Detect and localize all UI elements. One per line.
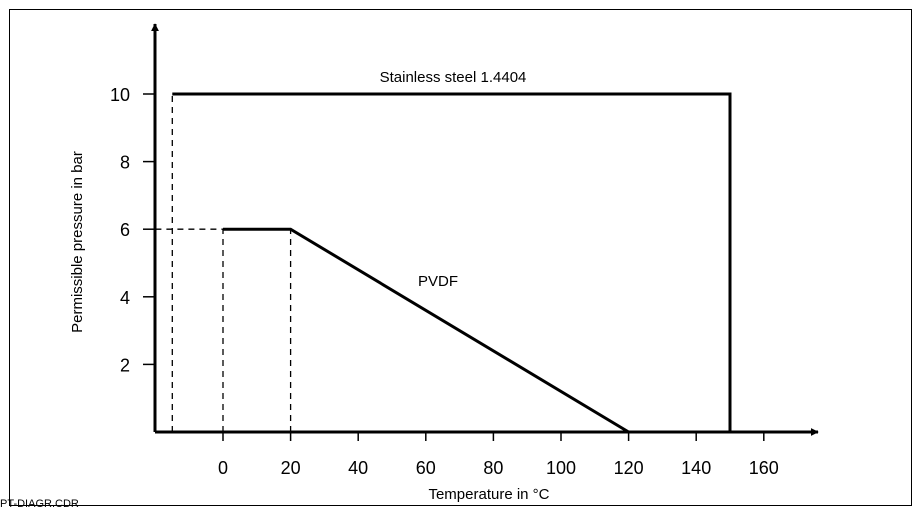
x-tick-label: 20 — [281, 458, 301, 478]
reference-lines — [155, 94, 292, 432]
annotation-stainless-steel: Stainless steel 1.4404 — [380, 69, 527, 86]
file-label: PT-DIAGR.CDR — [0, 498, 79, 510]
x-axis-label: Temperature in °C — [428, 486, 549, 503]
x-tick-label: 140 — [681, 458, 711, 478]
y-tick-label: 6 — [120, 220, 130, 240]
tick-labels: 0 20 40 60 80 100 120 140 160 2 4 6 8 10 — [110, 85, 779, 478]
x-tick-label: 40 — [348, 458, 368, 478]
y-tick-label: 2 — [120, 355, 130, 375]
x-tick-label: 0 — [218, 458, 228, 478]
y-tick-label: 10 — [110, 85, 130, 105]
series-line-stainless-steel — [172, 92, 732, 432]
y-tick-label: 4 — [120, 288, 130, 308]
x-tick-label: 60 — [416, 458, 436, 478]
x-tick-label: 80 — [483, 458, 503, 478]
y-axis-label: Permissible pressure in bar — [69, 151, 86, 333]
x-tick-label: 120 — [614, 458, 644, 478]
x-tick-label: 160 — [749, 458, 779, 478]
series-line-pvdf — [223, 227, 630, 434]
y-tick-label: 8 — [120, 153, 130, 173]
x-tick-label: 100 — [546, 458, 576, 478]
chart-frame — [9, 9, 912, 506]
series-lines — [172, 92, 732, 434]
annotation-pvdf: PVDF — [418, 273, 458, 290]
